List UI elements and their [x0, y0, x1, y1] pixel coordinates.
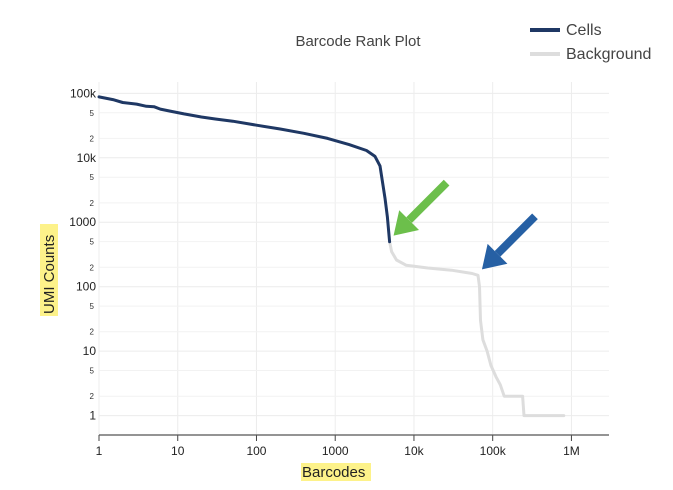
y-minor-tick-label: 5	[90, 109, 95, 118]
annotation-arrows	[393, 179, 538, 270]
series-lines	[97, 95, 566, 418]
y-minor-tick-label: 5	[90, 173, 95, 182]
x-tick-label: 1000	[322, 444, 349, 458]
y-minor-tick-label: 5	[90, 367, 95, 376]
annotation-arrow-head-0	[393, 210, 420, 236]
series-line-background	[388, 240, 566, 418]
y-minor-tick-label: 2	[90, 263, 95, 272]
x-axis-label: Barcodes	[302, 464, 365, 481]
legend-label-cells: Cells	[566, 22, 602, 39]
y-tick-label: 1	[89, 409, 96, 423]
y-tick-label: 10k	[77, 151, 97, 165]
x-tick-label: 10	[171, 444, 185, 458]
x-tick-label: 100	[246, 444, 266, 458]
y-minor-tick-label: 5	[90, 238, 95, 247]
legend-label-background: Background	[566, 46, 651, 63]
x-tick-label: 1M	[563, 444, 580, 458]
grid-lines	[98, 82, 609, 435]
tick-labels: 1 10 100 1000 10k 100k 1M 1 10 100 1000 10k 100k 2 5 2 5…	[69, 86, 579, 458]
y-minor-tick-label: 2	[90, 392, 95, 401]
y-tick-label: 100	[76, 280, 96, 294]
y-axis-label-highlight	[40, 224, 58, 316]
x-tick-label: 10k	[404, 444, 424, 458]
y-minor-tick-label: 2	[90, 328, 95, 337]
y-tick-label: 100k	[70, 86, 97, 100]
x-axis-label-highlight	[301, 463, 371, 481]
chart-title: Barcode Rank Plot	[295, 33, 421, 50]
y-minor-tick-label: 5	[90, 302, 95, 311]
annotation-arrow-shaft-1	[494, 213, 538, 257]
y-tick-label: 1000	[69, 215, 96, 229]
annotation-arrow-head-1	[481, 243, 508, 270]
axes	[98, 434, 609, 441]
y-tick-label: 10	[83, 344, 97, 358]
series-line-cells	[97, 95, 392, 244]
x-tick-label: 100k	[480, 444, 507, 458]
annotation-arrow-shaft-0	[406, 179, 450, 223]
x-tick-label: 1	[96, 444, 103, 458]
y-axis-label: UMI Counts	[41, 235, 58, 314]
y-minor-tick-label: 2	[90, 199, 95, 208]
legend: Cells Background	[530, 22, 651, 63]
y-minor-tick-label: 2	[90, 134, 95, 143]
